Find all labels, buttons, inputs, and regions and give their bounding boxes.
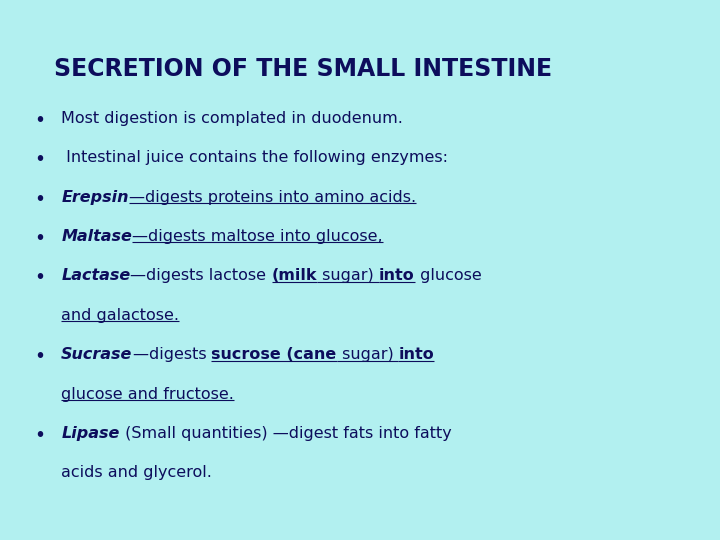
Text: •: • xyxy=(35,150,45,169)
Text: and galactose.: and galactose. xyxy=(61,308,179,323)
Text: sugar): sugar) xyxy=(336,347,398,362)
Text: (Small quantities) —digest fats into fatty: (Small quantities) —digest fats into fat… xyxy=(120,426,451,441)
Text: —digests lactose: —digests lactose xyxy=(130,268,271,284)
Text: Most digestion is complated in duodenum.: Most digestion is complated in duodenum. xyxy=(61,111,403,126)
Text: •: • xyxy=(35,268,45,287)
Text: Maltase: Maltase xyxy=(61,229,132,244)
Text: sugar): sugar) xyxy=(317,268,379,284)
Text: acids and glycerol.: acids and glycerol. xyxy=(61,465,212,481)
Text: into: into xyxy=(379,268,415,284)
Text: •: • xyxy=(35,426,45,445)
Text: Lipase: Lipase xyxy=(61,426,120,441)
Text: •: • xyxy=(35,347,45,366)
Text: Sucrase: Sucrase xyxy=(61,347,132,362)
Text: •: • xyxy=(35,190,45,208)
Text: —digests: —digests xyxy=(132,347,212,362)
Text: —digests proteins into amino acids.: —digests proteins into amino acids. xyxy=(129,190,416,205)
Text: SECRETION OF THE SMALL INTESTINE: SECRETION OF THE SMALL INTESTINE xyxy=(54,57,552,80)
Text: Erepsin: Erepsin xyxy=(61,190,129,205)
Text: Intestinal juice contains the following enzymes:: Intestinal juice contains the following … xyxy=(61,150,448,165)
Text: sucrose (cane: sucrose (cane xyxy=(212,347,336,362)
Text: glucose: glucose xyxy=(415,268,482,284)
Text: •: • xyxy=(35,229,45,248)
Text: into: into xyxy=(398,347,434,362)
Text: •: • xyxy=(35,111,45,130)
Text: glucose and fructose.: glucose and fructose. xyxy=(61,387,234,402)
Text: —digests maltose into glucose,: —digests maltose into glucose, xyxy=(132,229,383,244)
Text: (milk: (milk xyxy=(271,268,317,284)
Text: Lactase: Lactase xyxy=(61,268,130,284)
